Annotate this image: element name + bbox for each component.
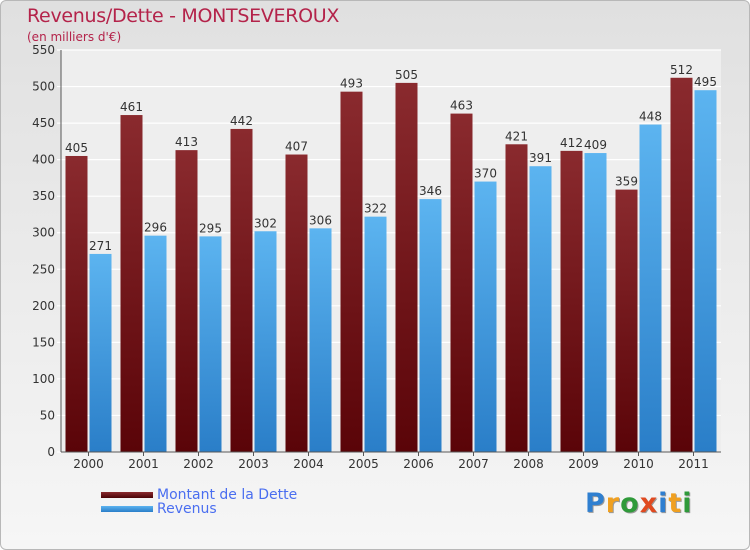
data-label-debt: 512 — [670, 63, 693, 77]
data-label-debt: 493 — [340, 77, 363, 91]
x-tick-label: 2007 — [458, 457, 489, 471]
bar-revenue — [199, 236, 222, 452]
bar-debt — [340, 91, 363, 453]
data-label-revenue: 391 — [529, 151, 552, 165]
y-tick-label: 50 — [40, 408, 55, 422]
data-label-debt: 407 — [285, 140, 308, 154]
data-label-revenue: 302 — [254, 216, 277, 230]
x-tick-label: 2001 — [128, 457, 159, 471]
bar-debt — [395, 82, 418, 453]
plot-area — [61, 50, 721, 452]
legend-swatch-debt — [101, 492, 153, 498]
x-tick-label: 2005 — [348, 457, 379, 471]
data-label-revenue: 296 — [144, 221, 167, 235]
bar-debt — [285, 154, 308, 452]
data-label-debt: 442 — [230, 114, 253, 128]
x-tick-label: 2003 — [238, 457, 269, 471]
x-tick-label: 2011 — [678, 457, 709, 471]
data-label-debt: 405 — [65, 141, 88, 155]
y-tick-label: 550 — [32, 43, 55, 57]
legend-swatch-revenue — [101, 506, 153, 512]
y-tick-label: 100 — [32, 372, 55, 386]
bar-revenue — [694, 90, 717, 452]
data-label-debt: 412 — [560, 136, 583, 150]
y-tick-label: 0 — [47, 445, 55, 459]
y-tick-label: 400 — [32, 153, 55, 167]
bar-revenue — [639, 124, 662, 452]
bar-revenue — [89, 253, 112, 452]
data-label-debt: 413 — [175, 135, 198, 149]
legend-label-revenue: Revenus — [157, 501, 217, 517]
chart-subtitle: (en milliers d'€) — [27, 30, 122, 44]
y-tick-label: 450 — [32, 116, 55, 130]
data-label-debt: 421 — [505, 129, 528, 143]
data-label-revenue: 448 — [639, 110, 662, 124]
bar-debt — [65, 155, 88, 452]
data-label-debt: 463 — [450, 99, 473, 113]
data-label-revenue: 409 — [584, 138, 607, 152]
data-label-revenue: 306 — [309, 213, 332, 227]
bar-debt — [505, 144, 528, 452]
y-tick-label: 250 — [32, 262, 55, 276]
chart-title: Revenus/Dette - MONTSEVEROUX — [27, 5, 340, 27]
bar-revenue — [474, 181, 497, 452]
x-tick-label: 2009 — [568, 457, 599, 471]
bar-debt — [615, 189, 638, 452]
bar-debt — [560, 150, 583, 452]
data-label-debt: 461 — [120, 100, 143, 114]
bar-debt — [120, 115, 143, 453]
data-label-debt: 359 — [615, 175, 638, 189]
data-label-revenue: 495 — [694, 75, 717, 89]
y-tick-label: 200 — [32, 299, 55, 313]
bar-revenue — [144, 235, 167, 452]
bar-debt — [175, 150, 198, 452]
bar-debt — [450, 113, 473, 453]
proxiti-logo: Proxiti — [585, 488, 693, 519]
data-label-revenue: 346 — [419, 184, 442, 198]
data-label-revenue: 271 — [89, 239, 112, 253]
bar-revenue — [584, 153, 607, 453]
data-label-debt: 505 — [395, 68, 418, 82]
bar-revenue — [529, 166, 552, 452]
y-tick-label: 300 — [32, 226, 55, 240]
bar-revenue — [309, 228, 332, 452]
x-tick-label: 2006 — [403, 457, 434, 471]
bar-revenue — [419, 199, 442, 452]
bar-debt — [230, 128, 253, 452]
x-tick-label: 2002 — [183, 457, 214, 471]
y-tick-label: 500 — [32, 80, 55, 94]
x-tick-label: 2010 — [623, 457, 654, 471]
bar-revenue — [254, 231, 277, 452]
x-tick-label: 2004 — [293, 457, 324, 471]
bar-debt — [670, 77, 693, 453]
y-tick-label: 150 — [32, 335, 55, 349]
y-tick-label: 350 — [32, 189, 55, 203]
x-tick-label: 2008 — [513, 457, 544, 471]
legend-label-debt: Montant de la Dette — [157, 487, 298, 503]
data-label-revenue: 370 — [474, 167, 497, 181]
data-label-revenue: 295 — [199, 221, 222, 235]
x-tick-label: 2000 — [73, 457, 104, 471]
data-label-revenue: 322 — [364, 202, 387, 216]
bar-revenue — [364, 216, 387, 452]
